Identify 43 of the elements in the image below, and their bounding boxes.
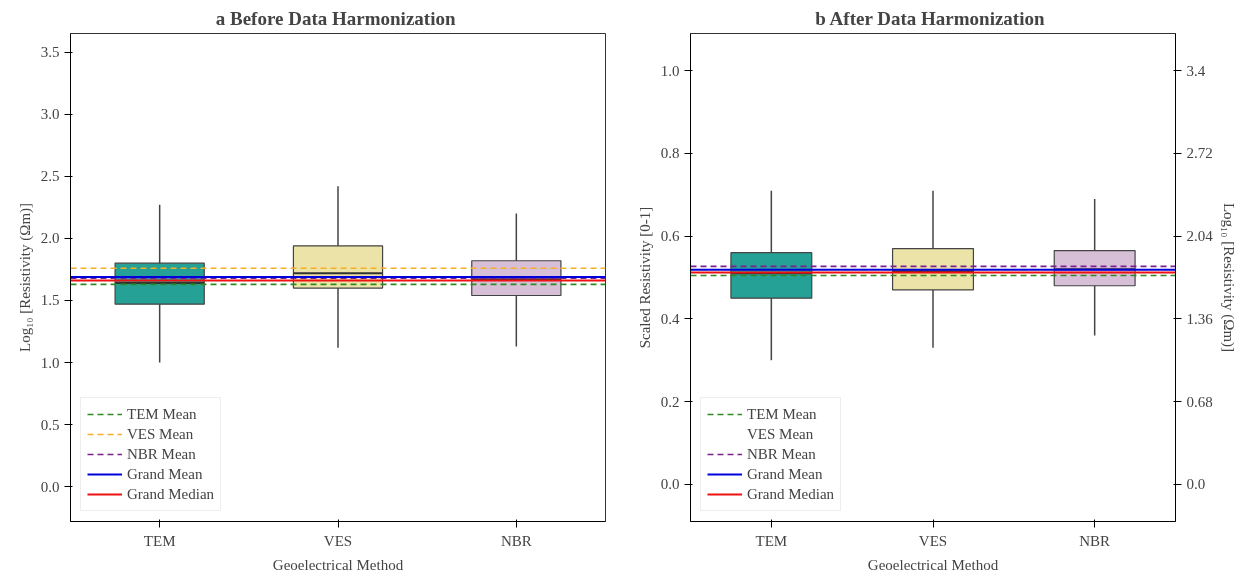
chart-title: a Before Data Harmonization (215, 7, 456, 29)
y-tick-label: 0.2 (660, 393, 680, 410)
legend-label: NBR Mean (127, 445, 196, 463)
y-tick-label: 0.8 (660, 145, 680, 162)
y-tick-label: 2.0 (40, 230, 60, 247)
y-axis-title: Scaled Resistivity [0-1] (636, 206, 653, 349)
x-tick-label: VES (918, 532, 948, 549)
y-tick-label: 0.0 (40, 478, 60, 495)
chart-title: b After Data Harmonization (815, 7, 1045, 29)
y-tick-label: 3.5 (40, 44, 60, 61)
y-tick-label: 1.0 (660, 62, 680, 79)
x-axis-title: Geoelectrical Method (272, 556, 404, 573)
y-tick-label: 0.0 (660, 476, 680, 493)
y2-tick-label: 0.0 (1186, 476, 1206, 493)
text: VES Mean (747, 425, 814, 442)
x-tick-label: TEM (143, 532, 176, 549)
x-axis-title: Geoelectrical Method (867, 556, 999, 573)
y-tick-label: 2.5 (40, 168, 60, 185)
y2-tick-label: 3.4 (1186, 62, 1206, 79)
y-tick-label: 1.5 (40, 292, 60, 309)
x-tick-label: NBR (1079, 532, 1111, 549)
y2-tick-label: 2.72 (1186, 145, 1213, 162)
x-tick-label: NBR (500, 532, 532, 549)
legend-label: TEM Mean (127, 405, 197, 423)
x-tick-label: VES (323, 532, 353, 549)
x-tick-label: TEM (755, 532, 788, 549)
legend-label: Grand Mean (127, 465, 203, 483)
legend-label: TEM Mean (747, 405, 817, 423)
y-tick-label: 0.5 (40, 416, 60, 433)
y-tick-label: 0.4 (660, 310, 680, 327)
legend-label: Grand Median (747, 485, 835, 503)
y2-tick-label: 2.04 (1186, 228, 1214, 245)
y-tick-label: 0.6 (660, 228, 680, 245)
legend-label: NBR Mean (747, 445, 816, 463)
y2-tick-label: 0.68 (1186, 393, 1213, 410)
y2-axis-title: Log₁₀ [Resistivity (Ωm)] (1219, 202, 1237, 353)
y-axis-title: Log₁₀ [Resistivity (Ωm)] (16, 202, 34, 353)
y-tick-label: 3.0 (40, 106, 60, 123)
legend-label: VES Mean (127, 425, 194, 443)
legend-label: Grand Mean (747, 465, 823, 483)
y-tick-label: 1.0 (40, 354, 60, 371)
legend-label: Grand Median (127, 485, 215, 503)
y2-tick-label: 1.36 (1186, 310, 1214, 327)
